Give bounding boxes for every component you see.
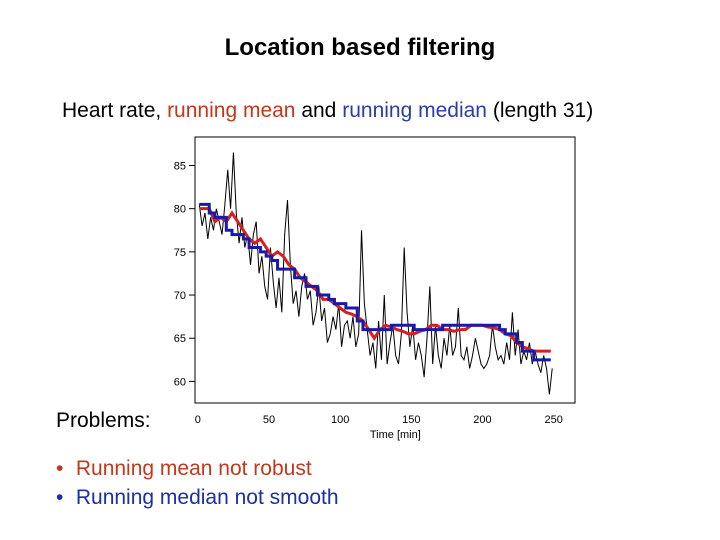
problems-label: Problems: <box>56 409 151 432</box>
subtitle-running-mean: running mean <box>167 99 296 122</box>
y-tick-label-65: 65 <box>174 333 186 345</box>
bullet-dot-icon: • <box>56 486 64 509</box>
x-tick-label-0: 0 <box>195 414 201 426</box>
y-tick-label-70: 70 <box>174 290 186 302</box>
problem-text-median: Running median not smooth <box>75 486 339 509</box>
x-axis-label: Time [min] <box>370 429 421 441</box>
heart-rate-line <box>198 152 553 395</box>
y-tick-label-60: 60 <box>174 376 186 388</box>
x-tick-label-50: 50 <box>263 414 275 426</box>
y-tick-label-85: 85 <box>174 161 186 173</box>
problem-item-median: • Running median not smooth <box>56 483 339 512</box>
problem-text-mean: Running mean not robust <box>75 457 312 480</box>
x-tick-label-250: 250 <box>544 414 562 426</box>
x-tick-label-150: 150 <box>402 414 420 426</box>
running-median-line <box>199 202 551 362</box>
running-mean-line <box>199 207 551 353</box>
bullet-dot-icon: • <box>56 457 64 480</box>
y-tick-label-80: 80 <box>174 204 186 216</box>
problem-item-mean: • Running mean not robust <box>56 454 339 483</box>
subtitle-heart-rate: Heart rate <box>62 99 156 122</box>
chart-subtitle: Heart rate, running mean and running med… <box>62 99 593 123</box>
subtitle-comma: , <box>155 99 162 122</box>
x-tick-label-100: 100 <box>331 414 349 426</box>
x-tick-label-200: 200 <box>473 414 491 426</box>
slide-title: Location based filtering <box>224 34 496 61</box>
y-tick-label-75: 75 <box>174 247 186 259</box>
subtitle-length: (length 31) <box>492 99 594 122</box>
subtitle-and: and <box>301 99 337 122</box>
plot-frame <box>194 136 576 404</box>
subtitle-running-median: running median <box>342 99 487 122</box>
problem-list: • Running mean not robust • Running medi… <box>56 454 339 512</box>
